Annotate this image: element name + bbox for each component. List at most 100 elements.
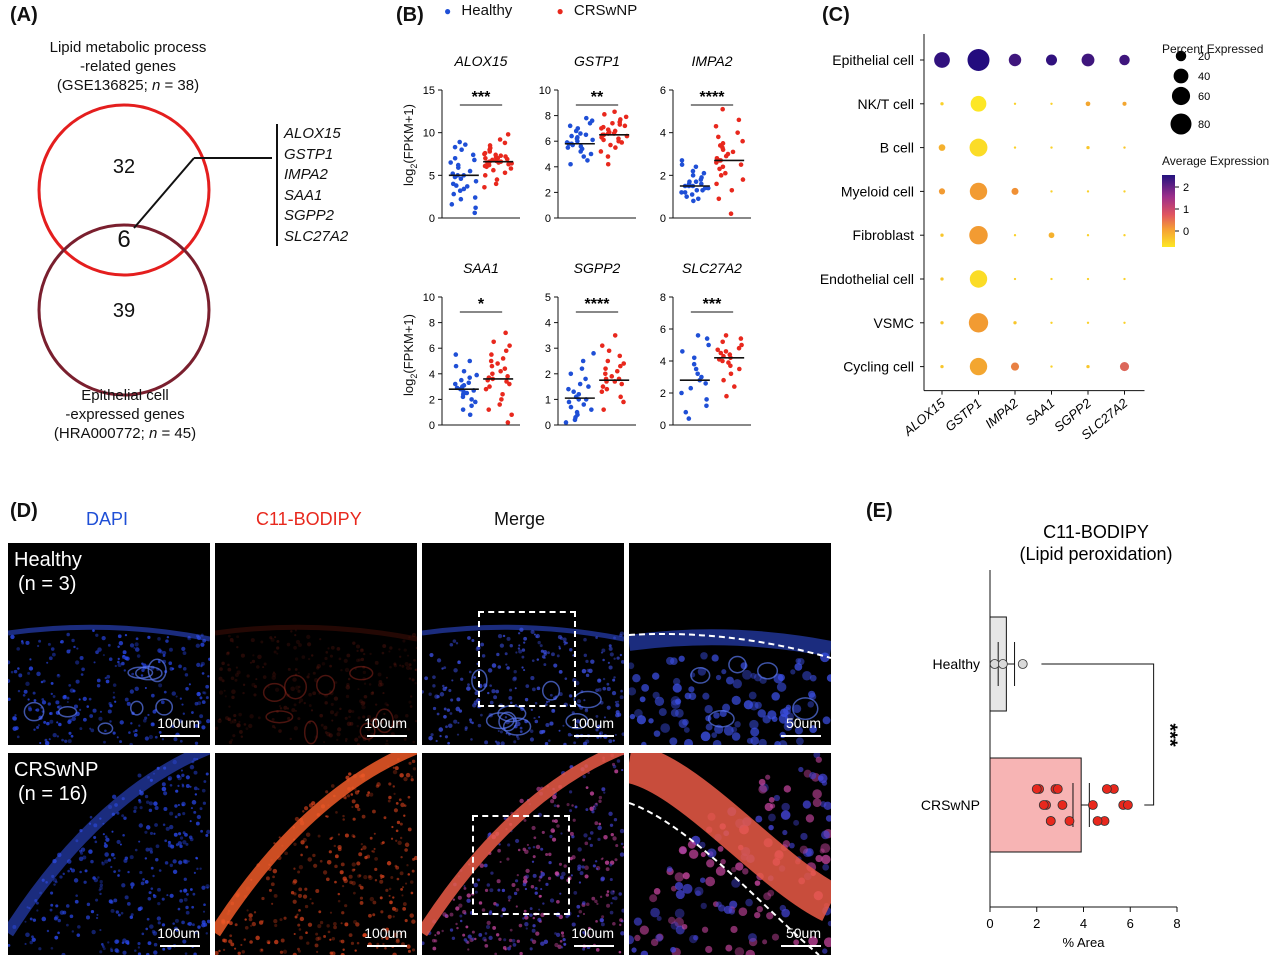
data-point bbox=[729, 187, 735, 193]
cell bbox=[36, 725, 40, 729]
cell bbox=[754, 880, 761, 886]
cell bbox=[784, 712, 794, 722]
cell bbox=[103, 843, 108, 848]
cell bbox=[484, 944, 489, 948]
expression-dot bbox=[1123, 277, 1126, 281]
cell bbox=[22, 693, 26, 697]
cell bbox=[129, 643, 135, 648]
cell bbox=[820, 843, 831, 854]
cell bbox=[231, 695, 235, 700]
cell bbox=[591, 896, 596, 901]
cell bbox=[469, 718, 472, 722]
gene-impa2: IMPA2 bbox=[284, 166, 328, 183]
expression-dot bbox=[969, 138, 988, 157]
data-point bbox=[586, 384, 591, 389]
cell bbox=[199, 696, 203, 700]
expression-dot bbox=[1081, 53, 1095, 67]
cell bbox=[325, 651, 329, 654]
cell bbox=[334, 864, 338, 869]
cell bbox=[70, 734, 74, 738]
cell bbox=[181, 773, 185, 777]
cell bbox=[312, 671, 316, 675]
cell bbox=[196, 691, 201, 697]
data-point bbox=[686, 416, 692, 421]
expression-dot bbox=[934, 52, 950, 68]
cell bbox=[197, 788, 200, 791]
cell bbox=[129, 915, 134, 919]
cell bbox=[468, 670, 472, 674]
cell bbox=[273, 893, 278, 898]
cell bbox=[538, 908, 541, 911]
data-point bbox=[704, 336, 710, 341]
cell bbox=[585, 808, 589, 812]
cell bbox=[489, 700, 494, 705]
cell bbox=[503, 817, 507, 820]
cell bbox=[297, 689, 301, 693]
data-point bbox=[583, 115, 589, 121]
venn-bottom-title-line2: -expressed genes bbox=[65, 406, 185, 423]
cell bbox=[634, 934, 641, 942]
cell bbox=[33, 699, 37, 702]
data-point bbox=[730, 149, 736, 155]
cell bbox=[17, 667, 20, 670]
cell bbox=[452, 898, 456, 901]
cell bbox=[392, 766, 395, 769]
cell bbox=[666, 656, 675, 665]
legend-healthy-label: Healthy bbox=[461, 2, 513, 19]
cell bbox=[185, 910, 190, 915]
cell bbox=[273, 650, 277, 654]
cell bbox=[161, 897, 165, 901]
cell bbox=[117, 913, 121, 917]
cell bbox=[776, 682, 787, 692]
cell bbox=[169, 647, 173, 652]
cell bbox=[464, 728, 468, 731]
significance-bracket bbox=[1041, 663, 1155, 806]
cell bbox=[441, 929, 444, 933]
cell bbox=[193, 871, 196, 874]
cell bbox=[411, 919, 416, 924]
cell bbox=[585, 673, 590, 678]
cell bbox=[474, 890, 478, 894]
row-label-healthy: Healthy (n = 3) bbox=[14, 549, 82, 595]
cell bbox=[558, 647, 562, 650]
size-legend-title: Percent Expressed bbox=[1162, 42, 1264, 56]
cell bbox=[742, 669, 752, 680]
image-healthy-dapi: Healthy (n = 3) 100um bbox=[8, 543, 210, 745]
cell bbox=[782, 840, 790, 848]
cell bbox=[201, 700, 206, 705]
expression-dot bbox=[1086, 321, 1090, 324]
cell bbox=[569, 790, 573, 794]
data-point bbox=[608, 142, 613, 148]
cell bbox=[790, 669, 796, 675]
y-tick-label: 4 bbox=[545, 318, 551, 330]
cell bbox=[287, 716, 291, 721]
data-point bbox=[738, 336, 744, 341]
cell bbox=[608, 665, 613, 670]
cell bbox=[684, 738, 694, 745]
cell bbox=[393, 664, 398, 668]
cell bbox=[185, 905, 189, 910]
cell bbox=[205, 772, 209, 776]
cell bbox=[589, 843, 593, 847]
data-point bbox=[575, 126, 581, 131]
cell bbox=[230, 738, 234, 742]
cell bbox=[577, 847, 582, 852]
cell bbox=[194, 741, 199, 745]
cell bbox=[554, 942, 559, 948]
cell bbox=[538, 716, 541, 719]
cell bbox=[556, 654, 560, 658]
cell bbox=[14, 714, 17, 717]
cell bbox=[104, 676, 107, 680]
cell bbox=[123, 816, 127, 820]
cell bbox=[795, 658, 802, 664]
cell bbox=[300, 840, 305, 845]
cell bbox=[99, 886, 103, 891]
cell bbox=[600, 651, 604, 654]
cell bbox=[366, 854, 371, 859]
cell bbox=[294, 668, 298, 671]
cell bbox=[529, 729, 534, 733]
cell bbox=[563, 864, 567, 868]
cell bbox=[395, 939, 400, 944]
cell bbox=[222, 948, 226, 952]
cell bbox=[62, 695, 67, 700]
